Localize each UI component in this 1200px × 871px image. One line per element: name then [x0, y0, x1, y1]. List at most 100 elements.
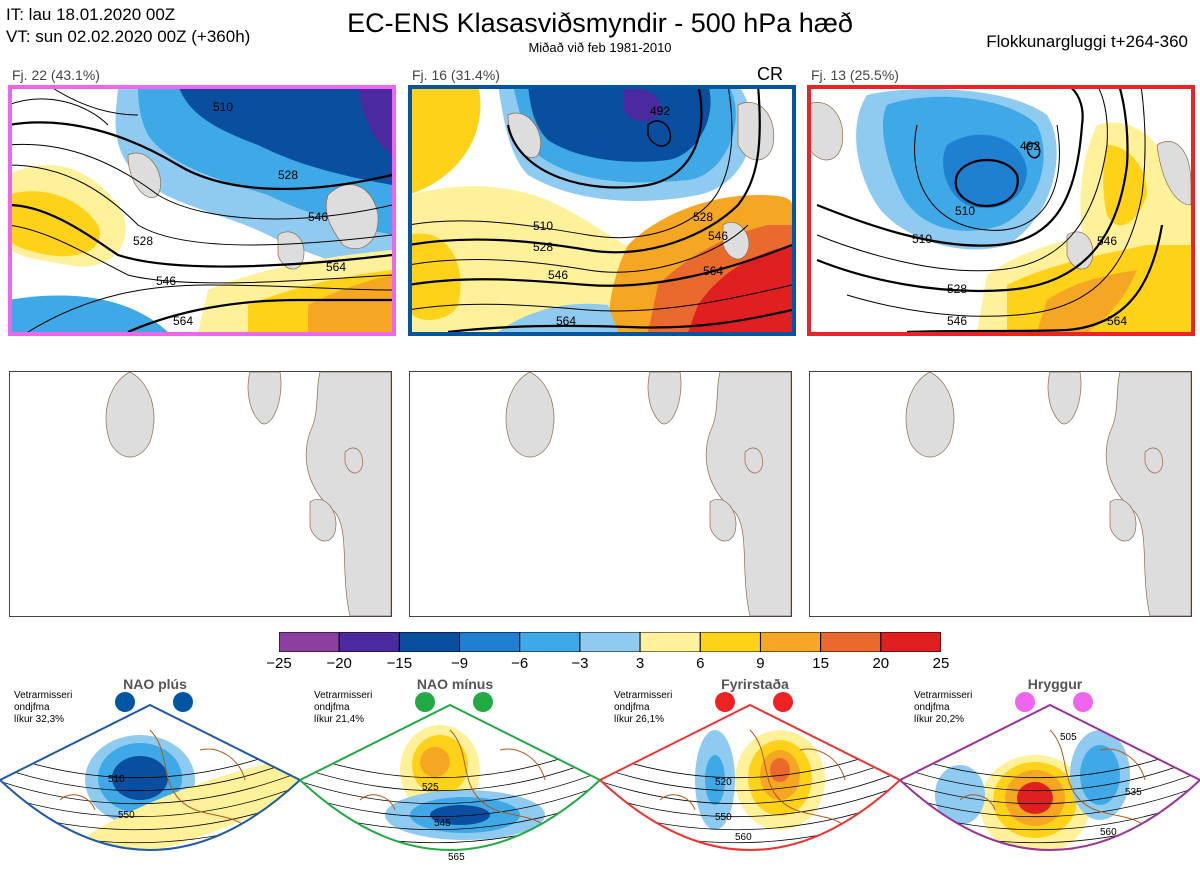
- regime-panel: 520 550 560 Fyrirstaða Vetrarmisseri ondjfma l…: [600, 676, 900, 871]
- regime-title: Fyrirstaða: [721, 676, 789, 692]
- colorbar-tick-label: −25: [266, 655, 292, 672]
- colorbar-segment: [820, 631, 882, 653]
- colorbar-tick-label: 3: [635, 655, 645, 672]
- panel-2-contour-label: 528: [693, 210, 713, 224]
- regime-contour-label: 560: [1100, 827, 1117, 838]
- panel-1-contour-label: 510: [213, 100, 233, 114]
- panel-3-contour-label: 546: [947, 314, 967, 328]
- colorbar-tick-label: 15: [812, 655, 829, 672]
- colorbar-segment: [579, 631, 641, 653]
- regime-info-line: ondjfma: [914, 702, 950, 713]
- regime-info: Vetrarmisseri ondjfma líkur 26,1%: [614, 690, 672, 726]
- panel-1-label: Fj. 22 (43.1%): [12, 67, 100, 83]
- panel-1-contour-label: 528: [133, 234, 153, 248]
- regime-contour-label: 545: [434, 818, 451, 829]
- regime-panel: 525 545 565 NAO mínus Vetrarmisseri ondjfma lí…: [300, 676, 600, 871]
- colorbar-tick-label: 9: [756, 655, 765, 672]
- panel-2-contour-label: 546: [548, 268, 568, 282]
- panel-3-contour-label: 492: [1020, 139, 1040, 153]
- colorbar-tick-label: −20: [326, 655, 352, 672]
- colorbar-tick-label: 25: [932, 655, 950, 672]
- regime-contour-label: 520: [715, 777, 732, 788]
- regime-dot: [115, 692, 135, 712]
- colorbar-segment: [459, 631, 521, 653]
- regime-info-line: Vetrarmisseri: [914, 690, 973, 701]
- colorbar-segment: [519, 631, 581, 653]
- regime-info-line: Vetrarmisseri: [614, 690, 673, 701]
- panel-2-contour-label: 528: [533, 240, 553, 254]
- cluster-map-3: 492 510 510 528 546 546 564: [807, 85, 1191, 332]
- regime-info: Vetrarmisseri ondjfma líkur 20,2%: [914, 690, 972, 726]
- regime-info-line: líkur 20,2%: [914, 714, 965, 725]
- regime-panel: 505 535 560 Hryggur Vetrarmisseri ondjfma líku…: [900, 676, 1200, 871]
- regime-info-line: líkur 26,1%: [614, 714, 665, 725]
- colorbar-segment: [639, 631, 701, 653]
- regime-dot: [173, 692, 193, 712]
- regime-dot: [715, 692, 735, 712]
- regime-info-line: Vetrarmisseri: [314, 690, 373, 701]
- colorbar-tick-label: 6: [696, 655, 705, 672]
- regime-info-line: ondjfma: [614, 702, 650, 713]
- regime-title: Hryggur: [1027, 676, 1083, 692]
- regime-contour-label: 560: [735, 832, 752, 843]
- init-time: IT: lau 18.01.2020 00Z: [6, 5, 176, 24]
- regime-info: Vetrarmisseri ondjfma líkur 21,4%: [314, 690, 372, 726]
- regime-panel: 510 550 NAO plús Vetrarmisseri ondjfma líkur …: [0, 676, 300, 871]
- regime-info-line: líkur 21,4%: [314, 714, 365, 725]
- regime-info-line: ondjfma: [14, 702, 50, 713]
- panel-3-contour-label: 546: [1097, 234, 1117, 248]
- colorbar-tick-label: 20: [872, 655, 890, 672]
- page-subtitle: Miðað við feb 1981-2010: [528, 40, 672, 55]
- panel-3-label: Fj. 13 (25.5%): [811, 67, 899, 83]
- regime-contour-label: 525: [422, 782, 439, 793]
- colorbar-tick-label: −9: [450, 655, 469, 672]
- panel-1-contour-label: 564: [173, 314, 193, 328]
- colorbar-segment: [880, 631, 942, 653]
- cluster-map-1: 528 528 546 546 564 564 510: [8, 85, 392, 332]
- regime-dot: [473, 692, 493, 712]
- panel-1-contour-label: 546: [156, 274, 176, 288]
- empty-map-2: [409, 371, 792, 617]
- regime-info-line: ondjfma: [314, 702, 350, 713]
- empty-map-1: [9, 371, 392, 617]
- panel-3-frame: [807, 85, 1195, 336]
- panel-2-contour-label: 510: [533, 219, 553, 233]
- empty-map-3: [809, 371, 1192, 617]
- valid-time: VT: sun 02.02.2020 00Z (+360h): [6, 27, 251, 46]
- panel-2-contour-label: 546: [708, 229, 728, 243]
- panel-2-label: Fj. 16 (31.4%): [412, 67, 500, 83]
- colorbar: [278, 631, 942, 653]
- regime-dot: [1073, 692, 1093, 712]
- colorbar-segment: [759, 631, 822, 653]
- panel-3-contour-label: 528: [947, 282, 967, 296]
- panel-1-contour-label: 564: [326, 260, 346, 274]
- regime-title: NAO plús: [123, 676, 187, 692]
- regime-info-line: líkur 32,3%: [14, 714, 65, 725]
- page-title: EC-ENS Klasasviðsmyndir - 500 hPa hæð: [347, 8, 853, 38]
- regime-contour-label: 510: [108, 774, 125, 785]
- regime-info-line: Vetrarmisseri: [14, 690, 73, 701]
- panel-2-contour-label: 564: [556, 314, 576, 328]
- colorbar-labels: −25 −20 −15 −9 −6 −3 3 6 9 15 20 25: [266, 655, 949, 675]
- panel-2-tag: CR: [757, 64, 783, 84]
- panel-2-contour-label: 564: [703, 264, 723, 278]
- regime-title: NAO mínus: [416, 676, 494, 692]
- panel-3-contour-label: 564: [1107, 314, 1127, 328]
- panel-3-contour-label: 510: [912, 232, 932, 246]
- regime-contour-label: 550: [118, 810, 135, 821]
- colorbar-tick-label: −6: [511, 655, 529, 672]
- classification-window: Flokkunargluggi t+264-360: [986, 32, 1188, 51]
- panel-3-contour-label: 510: [955, 204, 975, 218]
- colorbar-segment: [699, 631, 761, 653]
- regime-dot: [415, 692, 435, 712]
- regime-contour-label: 535: [1125, 787, 1142, 798]
- colorbar-segment: [398, 631, 461, 653]
- regime-contour-label: 565: [448, 852, 465, 863]
- regime-contour-label: 505: [1060, 732, 1077, 743]
- regime-info: Vetrarmisseri ondjfma líkur 32,3%: [14, 690, 72, 726]
- panel-2-contour-label: 492: [650, 104, 670, 118]
- cluster-map-2: 492 510 528 528 546 546 564 564: [408, 85, 792, 332]
- regime-contour-label: 550: [715, 812, 732, 823]
- panel-1-frame: [8, 85, 396, 336]
- colorbar-tick-label: −15: [386, 655, 413, 672]
